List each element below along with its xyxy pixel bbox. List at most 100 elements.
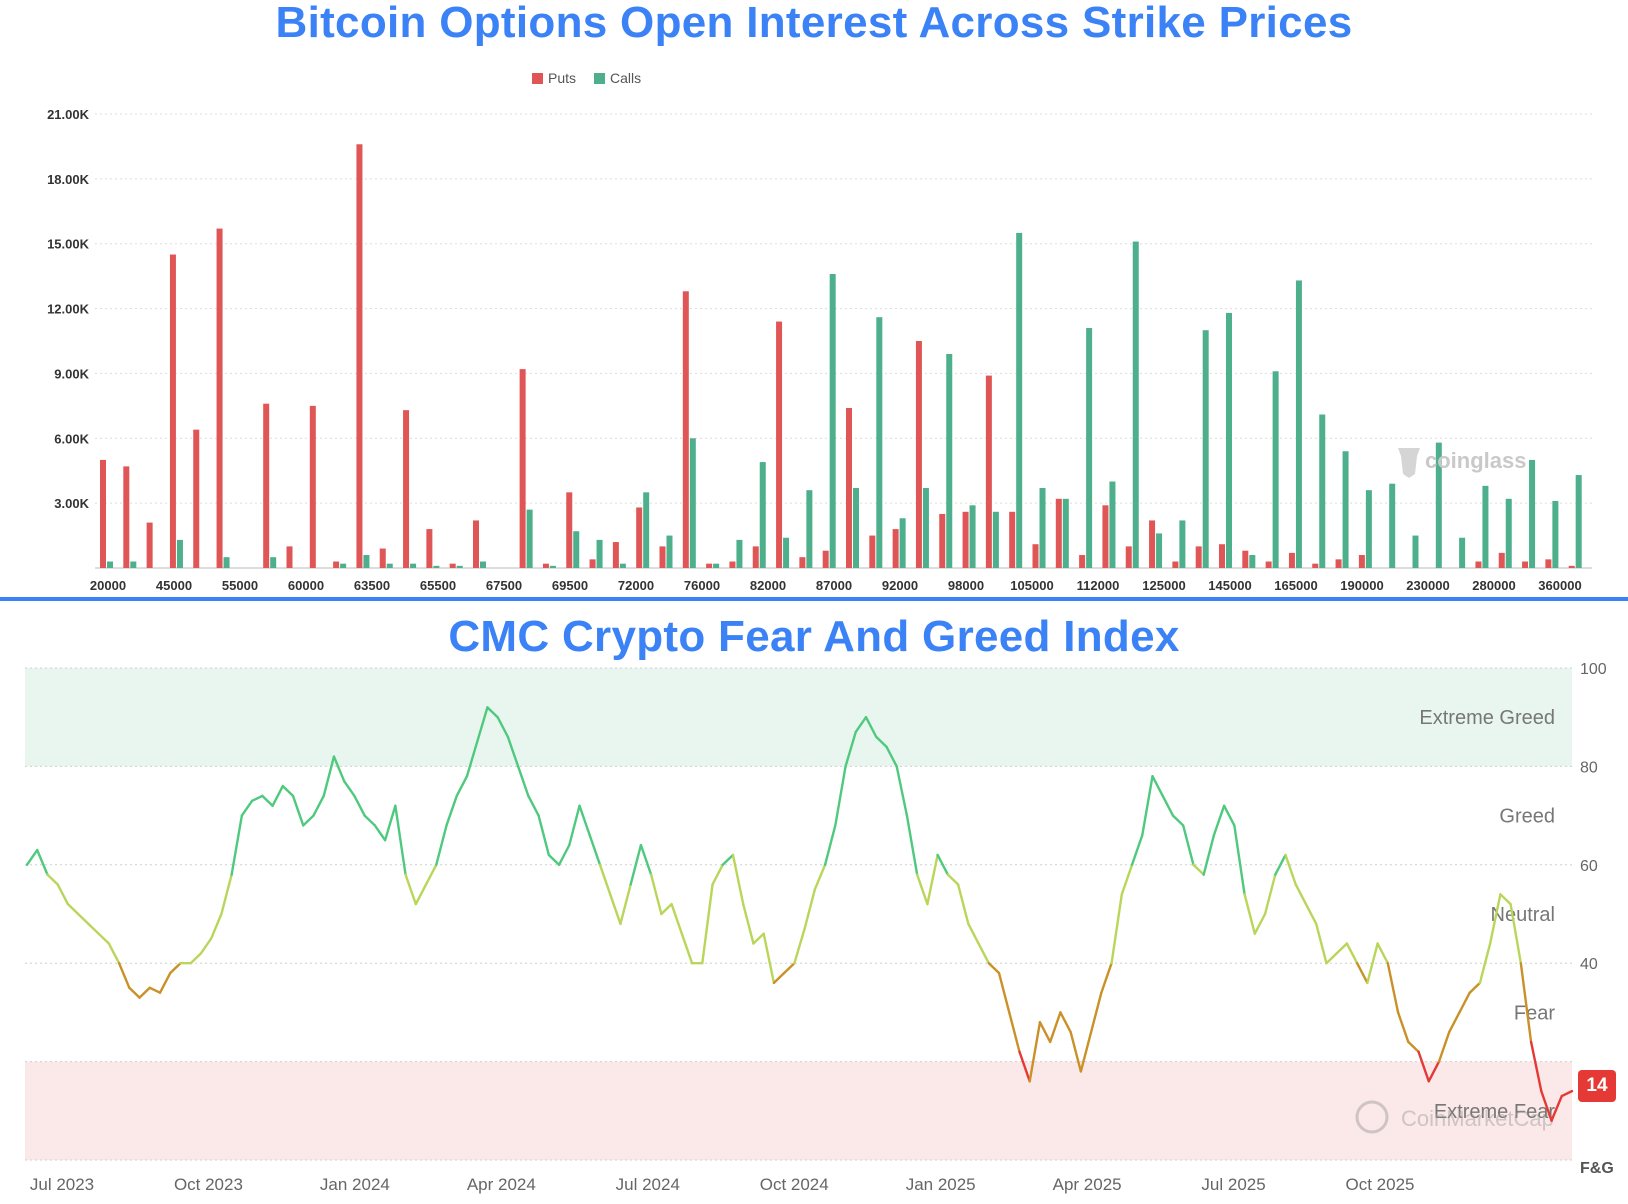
bar-puts[interactable]	[636, 507, 643, 568]
bar-calls[interactable]	[1552, 500, 1559, 568]
bar-puts[interactable]	[1568, 565, 1575, 568]
bar-calls[interactable]	[899, 518, 906, 568]
bar-calls[interactable]	[456, 565, 463, 568]
bar-puts[interactable]	[915, 341, 922, 568]
bar-puts[interactable]	[1312, 563, 1319, 568]
bar-puts[interactable]	[846, 408, 852, 568]
bar-puts[interactable]	[659, 546, 666, 568]
bar-calls[interactable]	[1295, 280, 1302, 568]
bar-puts[interactable]	[146, 522, 153, 568]
bar-calls[interactable]	[853, 488, 859, 568]
bar-calls[interactable]	[1132, 241, 1139, 569]
bar-puts[interactable]	[612, 542, 619, 568]
bar-calls[interactable]	[340, 563, 347, 568]
bar-puts[interactable]	[729, 561, 736, 568]
bar-puts[interactable]	[706, 563, 713, 568]
bar-calls[interactable]	[619, 563, 626, 568]
bar-calls[interactable]	[1435, 442, 1442, 568]
bar-puts[interactable]	[1242, 550, 1249, 568]
bar-puts[interactable]	[519, 369, 526, 568]
bar-puts[interactable]	[263, 403, 270, 568]
bar-puts[interactable]	[169, 254, 176, 568]
bar-puts[interactable]	[1172, 561, 1179, 568]
bar-calls[interactable]	[922, 488, 929, 568]
bar-puts[interactable]	[869, 535, 876, 568]
bar-calls[interactable]	[270, 557, 277, 568]
bar-puts[interactable]	[1079, 555, 1086, 568]
bar-calls[interactable]	[480, 561, 486, 568]
bar-calls[interactable]	[736, 539, 743, 568]
bar-puts[interactable]	[776, 321, 783, 568]
bar-puts[interactable]	[752, 546, 759, 568]
bar-puts[interactable]	[123, 466, 130, 568]
bar-puts[interactable]	[426, 529, 433, 568]
bar-calls[interactable]	[410, 563, 417, 568]
bar-calls[interactable]	[107, 561, 113, 568]
bar-calls[interactable]	[1086, 328, 1093, 568]
bar-calls[interactable]	[969, 505, 976, 568]
bar-puts[interactable]	[799, 557, 806, 568]
bar-calls[interactable]	[1109, 481, 1116, 568]
bar-calls[interactable]	[1062, 498, 1069, 568]
bar-puts[interactable]	[1288, 552, 1295, 568]
bar-puts[interactable]	[822, 550, 829, 568]
bar-calls[interactable]	[1272, 371, 1279, 568]
bar-calls[interactable]	[176, 539, 183, 568]
bar-calls[interactable]	[223, 557, 230, 568]
bar-calls[interactable]	[1575, 475, 1582, 568]
bar-calls[interactable]	[130, 561, 137, 568]
bar-puts[interactable]	[1498, 552, 1505, 568]
bar-puts[interactable]	[1149, 520, 1156, 568]
bar-puts[interactable]	[1219, 544, 1225, 568]
bar-calls[interactable]	[1319, 414, 1326, 568]
bar-calls[interactable]	[433, 565, 440, 568]
bar-calls[interactable]	[363, 555, 370, 568]
bar-calls[interactable]	[1459, 537, 1466, 568]
bar-calls[interactable]	[1529, 459, 1536, 568]
bar-calls[interactable]	[1226, 312, 1232, 568]
bar-calls[interactable]	[992, 511, 999, 568]
bar-puts[interactable]	[542, 563, 549, 568]
bar-calls[interactable]	[689, 438, 696, 568]
bar-calls[interactable]	[1156, 533, 1163, 568]
bar-puts[interactable]	[1545, 559, 1552, 568]
bar-puts[interactable]	[193, 429, 200, 568]
bar-calls[interactable]	[759, 462, 766, 568]
bar-calls[interactable]	[1412, 535, 1419, 568]
bar-calls[interactable]	[666, 535, 673, 568]
bar-calls[interactable]	[643, 492, 650, 568]
bar-puts[interactable]	[939, 513, 946, 568]
bar-puts[interactable]	[473, 520, 479, 568]
bar-calls[interactable]	[1365, 490, 1372, 568]
bar-calls[interactable]	[946, 353, 953, 568]
bar-puts[interactable]	[356, 144, 363, 568]
bar-calls[interactable]	[1482, 485, 1489, 568]
bar-puts[interactable]	[892, 529, 899, 568]
bar-puts[interactable]	[216, 228, 223, 569]
legend-item-calls[interactable]: Calls	[594, 70, 641, 86]
bar-calls[interactable]	[526, 509, 533, 568]
bar-puts[interactable]	[1055, 498, 1062, 568]
bar-calls[interactable]	[386, 563, 393, 568]
bar-calls[interactable]	[549, 565, 556, 568]
bar-calls[interactable]	[1249, 555, 1256, 568]
bar-puts[interactable]	[403, 410, 410, 568]
bar-puts[interactable]	[286, 546, 293, 568]
bar-puts[interactable]	[1358, 555, 1365, 568]
bar-calls[interactable]	[806, 490, 813, 568]
bar-calls[interactable]	[1505, 498, 1512, 568]
bar-puts[interactable]	[1265, 561, 1272, 568]
bar-puts[interactable]	[962, 511, 969, 568]
bar-puts[interactable]	[985, 375, 992, 568]
bar-calls[interactable]	[1202, 330, 1209, 568]
bar-puts[interactable]	[379, 548, 386, 568]
bar-calls[interactable]	[596, 539, 603, 568]
bar-calls[interactable]	[829, 273, 836, 568]
bar-puts[interactable]	[1102, 505, 1109, 568]
bar-calls[interactable]	[1016, 232, 1023, 568]
legend-item-puts[interactable]: Puts	[532, 70, 576, 86]
bar-puts[interactable]	[1009, 511, 1016, 568]
bar-calls[interactable]	[573, 531, 580, 568]
bar-calls[interactable]	[1039, 488, 1046, 568]
bar-puts[interactable]	[309, 405, 316, 568]
